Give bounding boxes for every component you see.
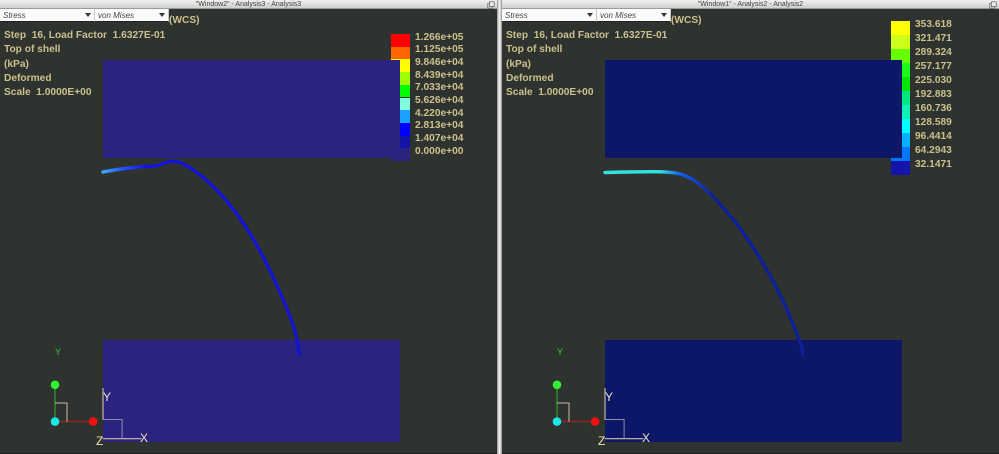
svg-text:Y: Y <box>103 390 111 404</box>
svg-text:X: X <box>140 431 148 445</box>
svg-text:Z: Z <box>598 434 605 448</box>
svg-text:Z: Z <box>96 434 103 448</box>
svg-text:X: X <box>642 431 650 445</box>
svg-text:Y: Y <box>605 390 613 404</box>
